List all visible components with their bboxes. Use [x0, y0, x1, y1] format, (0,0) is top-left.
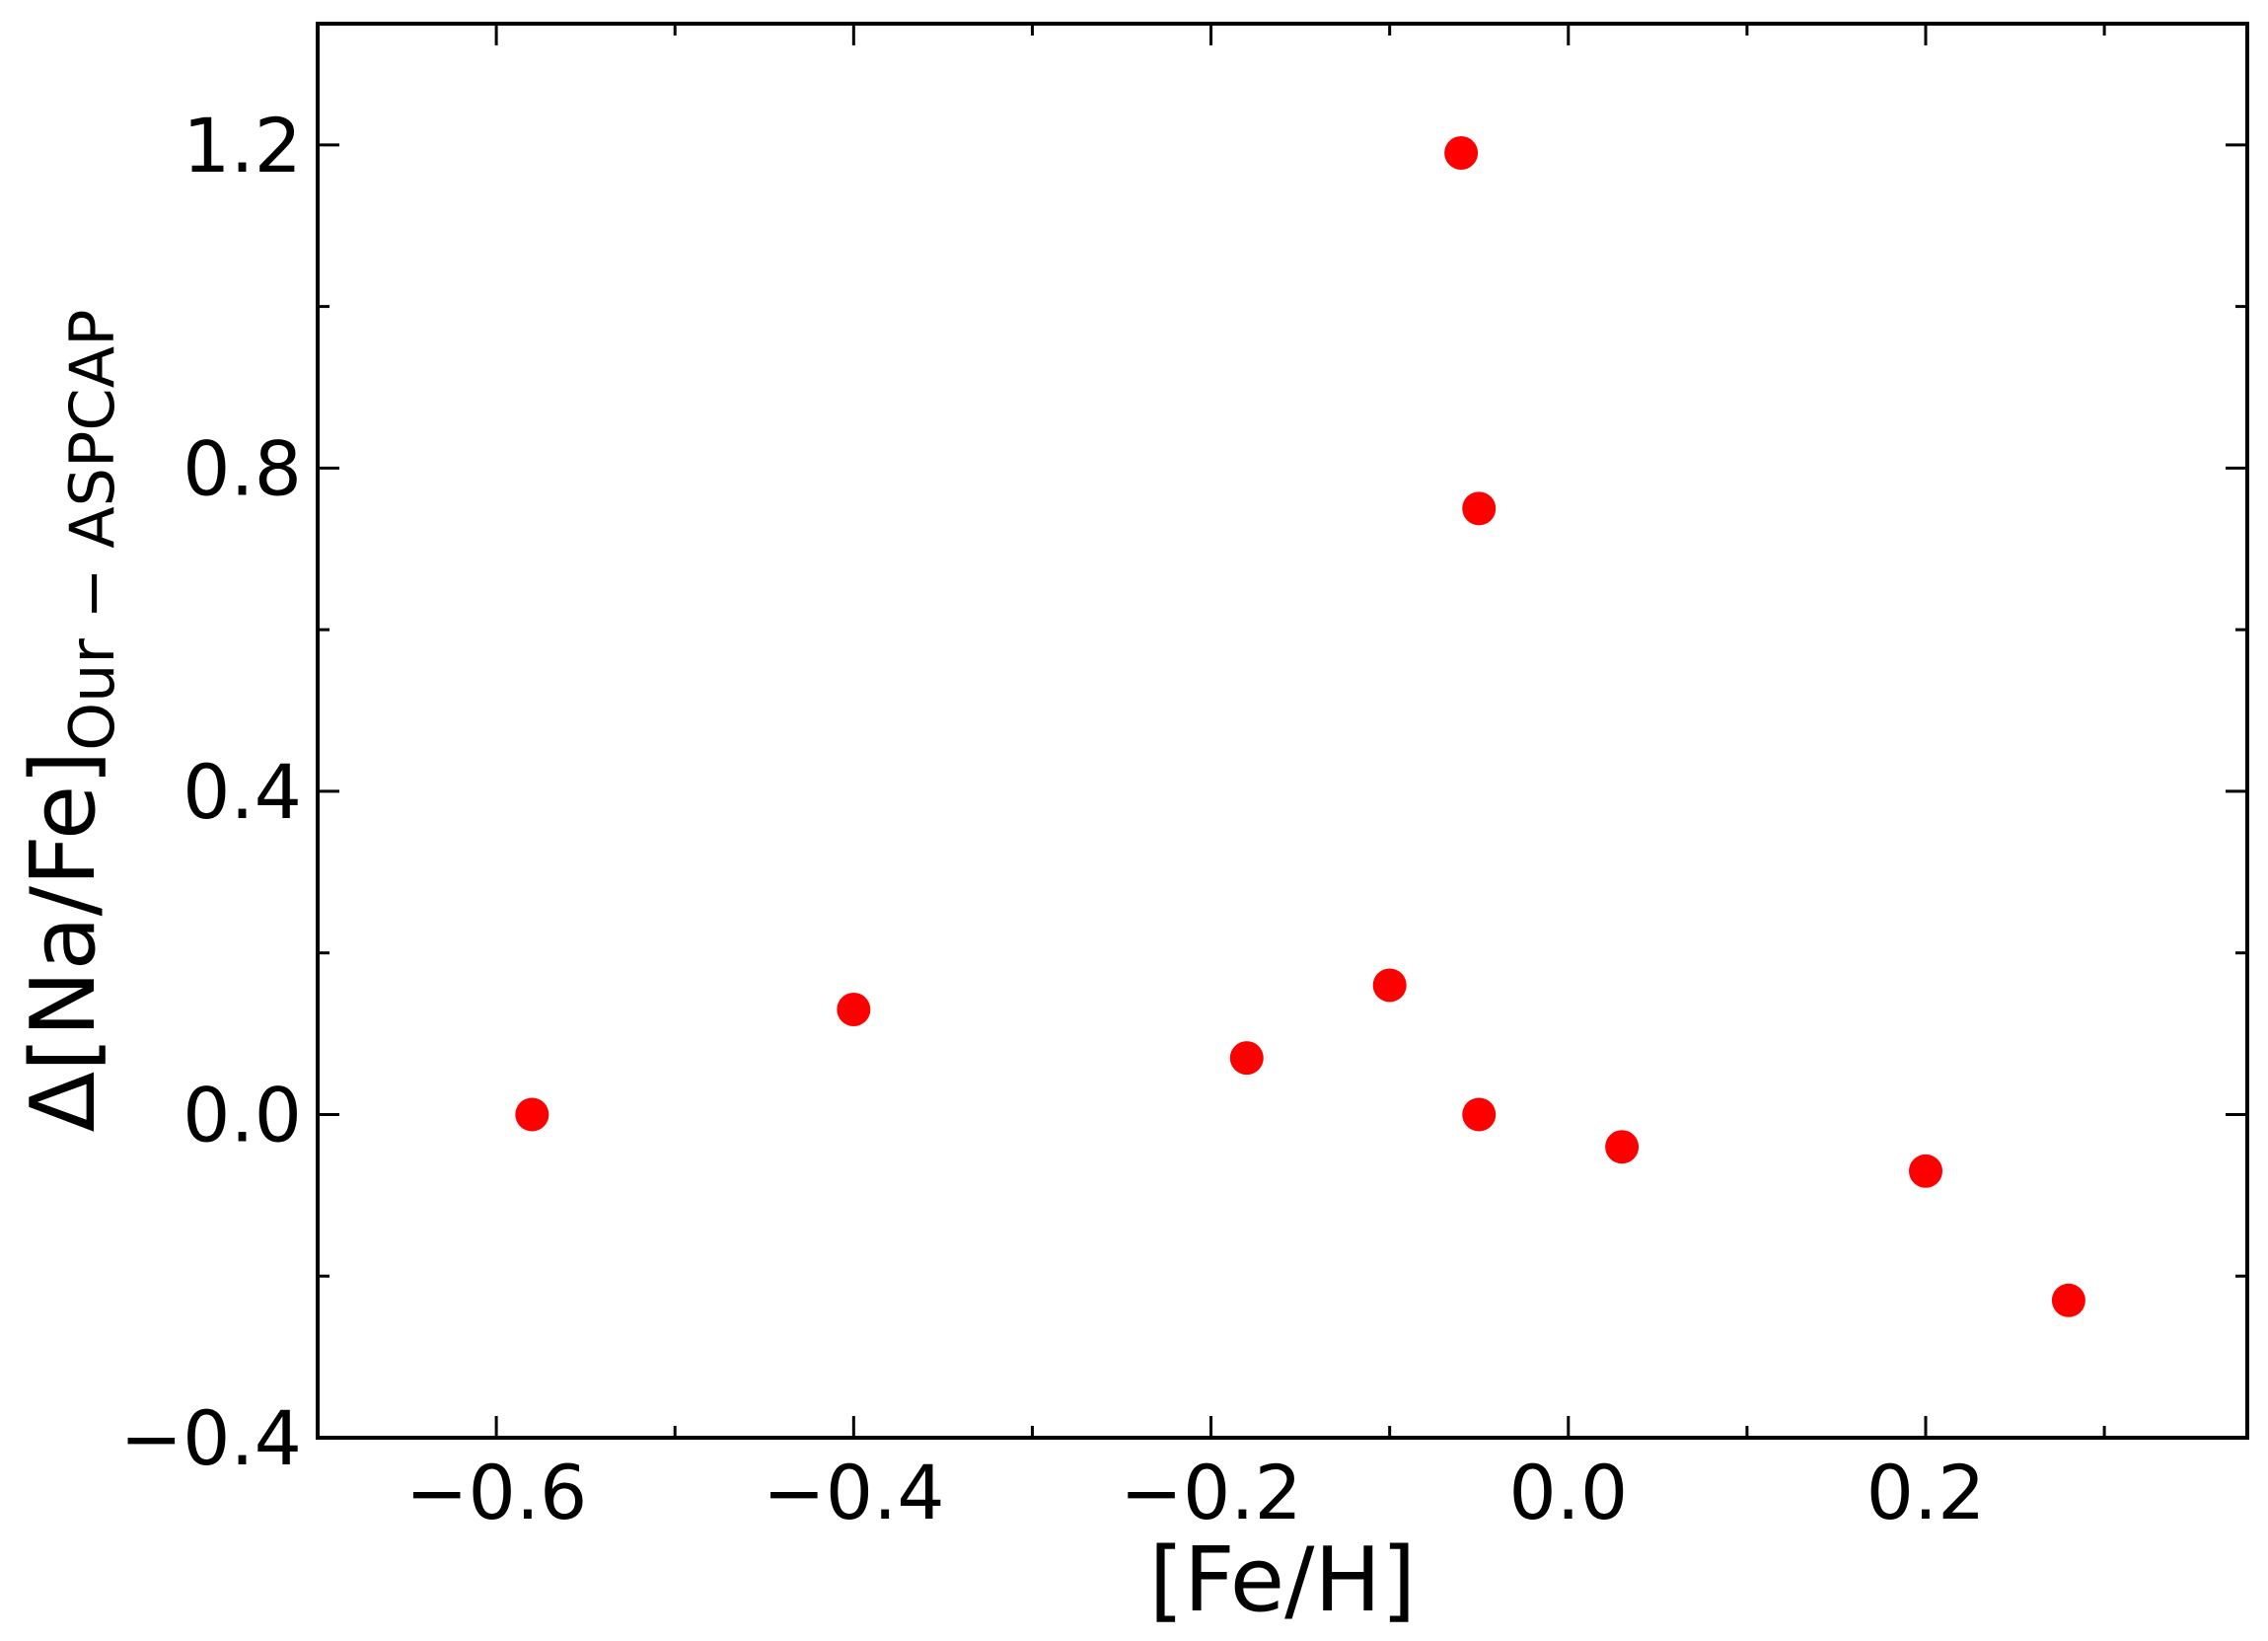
- svg-text:Δ[Na/Fe]Our − ASPCAP: Δ[Na/Fe]Our − ASPCAP: [12, 309, 128, 1132]
- x-tick-label: −0.6: [405, 1449, 588, 1536]
- ticks-layer: [318, 24, 2247, 1440]
- data-point: [1909, 1154, 1942, 1188]
- x-axis-label: [Fe/H]: [1149, 1529, 1416, 1632]
- data-point: [515, 1097, 549, 1132]
- y-tick-label: 1.2: [183, 102, 302, 189]
- x-tick-label: 0.0: [1508, 1449, 1628, 1536]
- y-axis-label-subscript: Our − ASPCAP: [56, 309, 128, 750]
- y-tick-label: 0.8: [183, 424, 302, 512]
- data-point: [1462, 491, 1497, 526]
- data-point: [1372, 968, 1407, 1003]
- x-tick-label: −0.4: [763, 1449, 945, 1536]
- data-points: [515, 136, 2085, 1317]
- y-axis-label-main: Δ[Na/Fe]: [12, 751, 115, 1133]
- plot-frame: [316, 22, 2249, 1440]
- y-tick-label: 0.0: [183, 1071, 302, 1158]
- x-tick-label: −0.2: [1120, 1449, 1302, 1536]
- data-point: [2051, 1283, 2085, 1317]
- data-point: [1229, 1041, 1264, 1076]
- data-point: [837, 993, 871, 1027]
- data-point: [1462, 1097, 1497, 1132]
- data-point: [1605, 1130, 1640, 1164]
- tick-labels-layer: −0.6 −0.4 −0.2 0.0 0.2 −0.4 0.0 0.4 0.8 1.2: [119, 102, 1985, 1536]
- y-tick-label: −0.4: [119, 1394, 302, 1482]
- y-tick-label: 0.4: [183, 748, 302, 836]
- x-tick-label: 0.2: [1866, 1449, 1986, 1536]
- data-point: [1444, 136, 1479, 171]
- y-axis-label: Δ[Na/Fe]Our − ASPCAP: [12, 309, 128, 1132]
